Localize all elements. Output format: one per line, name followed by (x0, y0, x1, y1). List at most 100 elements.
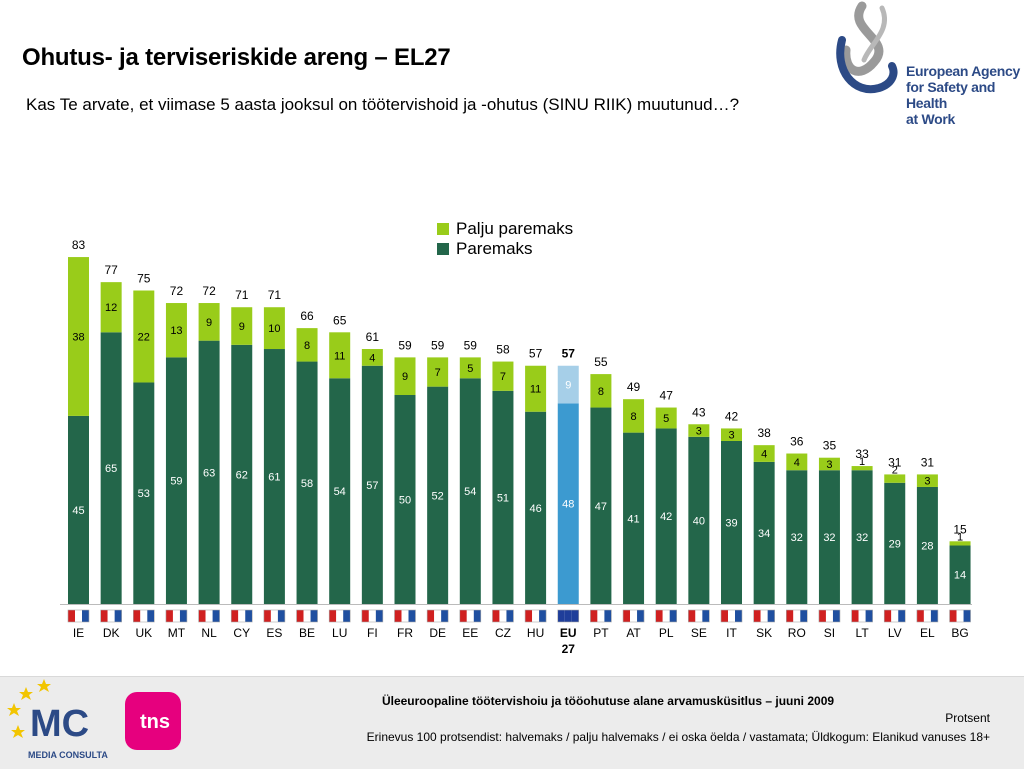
flag-border (851, 609, 873, 623)
flag-stripe (786, 610, 794, 622)
flag-icon-hu (524, 609, 547, 623)
bar-palju-paremaks-nl (198, 303, 220, 341)
label-total-lv: 31 (888, 455, 902, 469)
flag-border (263, 609, 286, 623)
category-label-bg: BG (951, 626, 968, 640)
flag-stripe (408, 610, 416, 622)
flag-stripe (68, 610, 75, 622)
bar-paremaks-sk (753, 461, 775, 604)
flag-stripe (858, 610, 866, 622)
category-label-be: BE (299, 626, 315, 640)
flag-stripe (662, 610, 670, 622)
bar-palju-paremaks-el (916, 474, 938, 487)
label-total-ie: 83 (72, 238, 86, 252)
footer-note: Erinevus 100 protsendist: halvemaks / pa… (366, 730, 990, 744)
label-total-uk: 75 (137, 272, 151, 286)
flag-stripe (851, 610, 859, 622)
bar-paremaks-ie (68, 415, 89, 604)
flag-stripe (238, 610, 246, 622)
flag-icon-cz (492, 609, 514, 623)
label-palju-paremaks-lu: 11 (334, 350, 345, 362)
flag-border (67, 609, 90, 623)
flag-stripe (441, 610, 449, 622)
flag-stripe (525, 610, 533, 622)
label-paremaks-se: 40 (693, 515, 705, 527)
flag-border (785, 609, 808, 623)
bar-paremaks-hu (525, 411, 547, 604)
category-label-sk: SK (756, 626, 772, 640)
category-label-ro: RO (788, 626, 806, 640)
bar-palju-paremaks-lt (851, 466, 873, 471)
flag-stripe (590, 610, 598, 622)
bar-paremaks-se (688, 436, 710, 604)
category-label-es: ES (266, 626, 282, 640)
flag-icon-fi (361, 609, 384, 623)
label-palju-paremaks-fr: 9 (402, 371, 408, 383)
flag-stripe (793, 610, 801, 622)
flag-stripe (270, 610, 278, 622)
flag-stripe (557, 610, 565, 622)
bar-palju-paremaks-eu27 (557, 365, 579, 404)
flag-stripe (140, 610, 148, 622)
bar-paremaks-it (721, 440, 742, 604)
label-palju-paremaks-cz: 7 (500, 371, 506, 383)
label-palju-paremaks-es: 10 (268, 323, 280, 335)
label-palju-paremaks-dk: 12 (105, 302, 117, 314)
category-label-ie: IE (73, 626, 84, 640)
label-palju-paremaks-ee: 5 (467, 363, 473, 375)
flag-stripe (499, 610, 507, 622)
label-total-de: 59 (431, 338, 445, 352)
category-label-lv: LV (888, 626, 902, 640)
category-label-uk: UK (135, 626, 152, 640)
category-label-lu: LU (332, 626, 347, 640)
bar-paremaks-lv (884, 482, 906, 604)
label-palju-paremaks-lt: 1 (859, 456, 865, 468)
bar-paremaks-eu27 (557, 403, 579, 604)
bar-paremaks-lt (851, 470, 873, 604)
label-paremaks-uk: 53 (138, 488, 150, 500)
flag-stripe (721, 610, 728, 622)
label-paremaks-fi: 57 (366, 480, 378, 492)
flag-stripe (669, 610, 677, 622)
flag-stripe (539, 610, 547, 622)
label-paremaks-ee: 54 (464, 486, 476, 498)
flag-stripe (695, 610, 703, 622)
flag-icon-pl (655, 609, 678, 623)
bar-palju-paremaks-bg (949, 541, 971, 546)
flag-stripe (623, 610, 631, 622)
bar-palju-paremaks-si (818, 457, 840, 471)
flag-stripe (336, 610, 344, 622)
label-paremaks-de: 52 (432, 490, 444, 502)
legend-label-palju-paremaks: Palju paremaks (456, 219, 574, 238)
flag-stripe (263, 610, 271, 622)
label-paremaks-nl: 63 (203, 467, 215, 479)
label-paremaks-hu: 46 (529, 503, 541, 515)
flag-stripe (172, 610, 180, 622)
category-label-cy: CY (233, 626, 250, 640)
bar-palju-paremaks-fi (361, 349, 383, 366)
bar-palju-paremaks-se (688, 424, 710, 437)
flag-stripe (930, 610, 938, 622)
label-palju-paremaks-sk: 4 (761, 449, 767, 461)
label-palju-paremaks-fi: 4 (369, 352, 375, 364)
mc-initials: MC (30, 703, 89, 745)
label-paremaks-pt: 47 (595, 501, 607, 513)
flag-stripe (963, 610, 971, 622)
legend-swatch-palju-paremaks (437, 223, 449, 235)
flag-border (328, 609, 351, 623)
flag-stripe (767, 610, 775, 622)
bar-paremaks-pl (655, 428, 677, 604)
bar-palju-paremaks-es (263, 307, 285, 350)
legend-item-paremaks: Paremaks (437, 239, 573, 259)
bar-paremaks-at (623, 432, 645, 604)
flag-icon-ee (459, 609, 482, 623)
category-label-cz: CZ (495, 626, 511, 640)
flag-stripe (434, 610, 442, 622)
flag-border (459, 609, 482, 623)
flag-stripe (165, 610, 173, 622)
legend-label-paremaks: Paremaks (456, 239, 533, 258)
flag-icon-nl (198, 609, 220, 623)
label-palju-paremaks-pt: 8 (598, 386, 604, 398)
label-paremaks-lt: 32 (856, 532, 868, 544)
label-total-dk: 77 (104, 263, 118, 277)
